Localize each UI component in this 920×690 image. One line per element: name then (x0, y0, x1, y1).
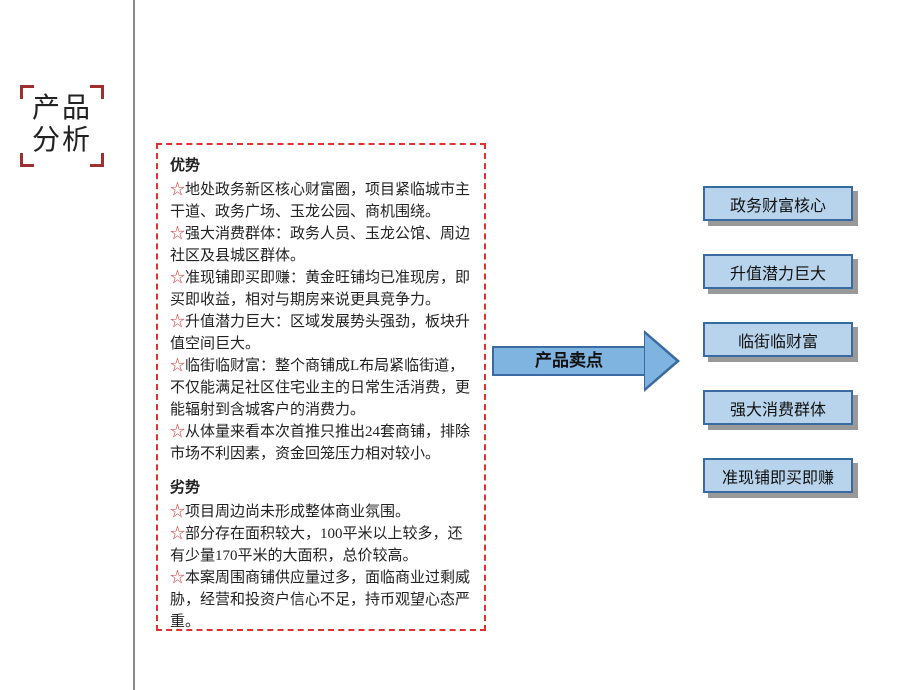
corner-tr-icon (90, 85, 104, 99)
advantages-list: ☆地处政务新区核心财富圈，项目紧临城市主干道、政务广场、玉龙公园、商机围绕。☆强… (170, 179, 472, 465)
star-icon: ☆ (170, 570, 185, 586)
list-item-text: 升值潜力巨大：区域发展势头强劲，板块升值空间巨大。 (170, 314, 470, 352)
analysis-panel: 优势 ☆地处政务新区核心财富圈，项目紧临城市主干道、政务广场、玉龙公园、商机围绕… (156, 143, 486, 631)
slide-title-box: 产品 分析 (22, 87, 102, 165)
selling-points-column: 政务财富核心升值潜力巨大临街临财富强大消费群体准现铺即买即赚 (703, 186, 863, 526)
selling-point-label: 升值潜力巨大 (730, 260, 826, 284)
arrow-head-icon (644, 330, 680, 392)
star-icon: ☆ (170, 504, 185, 520)
title-line-2: 分析 (32, 125, 92, 157)
list-item: ☆临街临财富：整个商铺成L布局紧临街道，不仅能满足社区住宅业主的日常生活消费，更… (170, 355, 472, 421)
list-item-text: 准现铺即买即赚：黄金旺铺均已准现房，即买即收益，相对与期房来说更具竞争力。 (170, 270, 470, 308)
selling-point-item: 强大消费群体 (703, 390, 853, 425)
selling-point-item: 政务财富核心 (703, 186, 853, 221)
list-item: ☆地处政务新区核心财富圈，项目紧临城市主干道、政务广场、玉龙公园、商机围绕。 (170, 179, 472, 223)
list-item-text: 地处政务新区核心财富圈，项目紧临城市主干道、政务广场、玉龙公园、商机围绕。 (170, 182, 470, 220)
star-icon: ☆ (170, 226, 185, 242)
star-icon: ☆ (170, 182, 185, 198)
list-item: ☆部分存在面积较大，100平米以上较多，还有少量170平米的大面积，总价较高。 (170, 523, 472, 567)
list-item: ☆准现铺即买即赚：黄金旺铺均已准现房，即买即收益，相对与期房来说更具竞争力。 (170, 267, 472, 311)
list-item-text: 部分存在面积较大，100平米以上较多，还有少量170平米的大面积，总价较高。 (170, 526, 463, 564)
list-item-text: 临街临财富：整个商铺成L布局紧临街道，不仅能满足社区住宅业主的日常生活消费，更能… (170, 358, 470, 418)
vertical-divider (133, 0, 135, 690)
selling-point-box: 升值潜力巨大 (703, 254, 853, 289)
list-item: ☆从体量来看本次首推只推出24套商铺，排除市场不利因素，资金回笼压力相对较小。 (170, 421, 472, 465)
selling-point-item: 临街临财富 (703, 322, 853, 357)
list-item-text: 强大消费群体：政务人员、玉龙公馆、周边社区及县城区群体。 (170, 226, 470, 264)
arrow-label: 产品卖点 (492, 346, 646, 376)
selling-point-box: 政务财富核心 (703, 186, 853, 221)
star-icon: ☆ (170, 424, 185, 440)
disadvantages-heading: 劣势 (170, 477, 472, 499)
list-item-text: 项目周边尚未形成整体商业氛围。 (185, 504, 410, 520)
list-item: ☆升值潜力巨大：区域发展势头强劲，板块升值空间巨大。 (170, 311, 472, 355)
selling-point-box: 临街临财富 (703, 322, 853, 357)
list-item-text: 从体量来看本次首推只推出24套商铺，排除市场不利因素，资金回笼压力相对较小。 (170, 424, 470, 462)
star-icon: ☆ (170, 526, 185, 542)
list-item-text: 本案周围商铺供应量过多，面临商业过剩威胁，经营和投资户信心不足，持币观望心态严重… (170, 570, 470, 630)
corner-br-icon (90, 153, 104, 167)
advantages-heading: 优势 (170, 155, 472, 177)
selling-point-arrow: 产品卖点 (492, 336, 682, 386)
star-icon: ☆ (170, 270, 185, 286)
title-line-1: 产品 (32, 93, 92, 125)
selling-point-box: 强大消费群体 (703, 390, 853, 425)
selling-point-label: 政务财富核心 (730, 192, 826, 216)
selling-point-label: 强大消费群体 (730, 396, 826, 420)
selling-point-label: 准现铺即买即赚 (722, 464, 834, 488)
star-icon: ☆ (170, 314, 185, 330)
selling-point-item: 准现铺即买即赚 (703, 458, 853, 493)
corner-bl-icon (20, 153, 34, 167)
list-item: ☆项目周边尚未形成整体商业氛围。 (170, 501, 472, 523)
selling-point-box: 准现铺即买即赚 (703, 458, 853, 493)
corner-tl-icon (20, 85, 34, 99)
selling-point-item: 升值潜力巨大 (703, 254, 853, 289)
list-item: ☆本案周围商铺供应量过多，面临商业过剩威胁，经营和投资户信心不足，持币观望心态严… (170, 567, 472, 633)
list-item: ☆强大消费群体：政务人员、玉龙公馆、周边社区及县城区群体。 (170, 223, 472, 267)
star-icon: ☆ (170, 358, 185, 374)
selling-point-label: 临街临财富 (738, 328, 818, 352)
disadvantages-list: ☆项目周边尚未形成整体商业氛围。☆部分存在面积较大，100平米以上较多，还有少量… (170, 501, 472, 633)
